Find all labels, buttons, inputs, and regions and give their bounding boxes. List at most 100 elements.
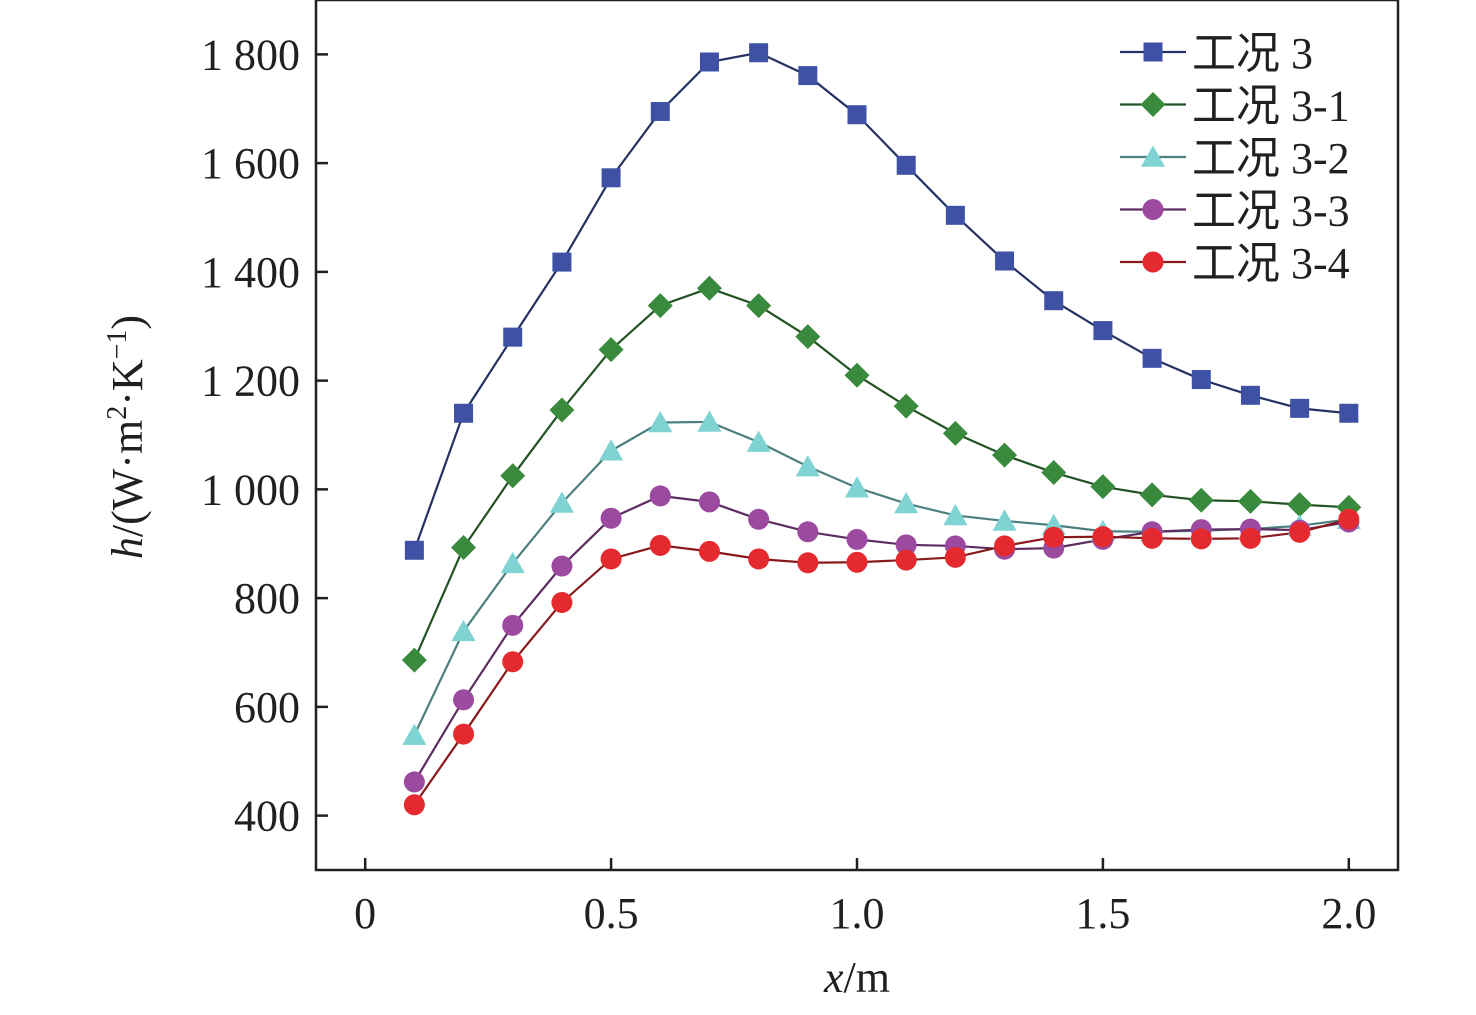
data-point xyxy=(797,552,819,574)
data-point xyxy=(698,540,720,562)
y-axis-unit-mid: ·K xyxy=(103,359,152,406)
data-point xyxy=(500,463,526,489)
data-point xyxy=(1043,526,1065,548)
data-point xyxy=(551,591,573,613)
data-point xyxy=(748,548,770,570)
data-point xyxy=(1290,398,1310,418)
data-point xyxy=(1090,474,1116,500)
legend: 工况 3工况 3-1工况 3-2工况 3-3工况 3-4 xyxy=(1120,29,1350,288)
data-point xyxy=(844,362,870,388)
data-point xyxy=(600,548,622,570)
data-point xyxy=(1237,488,1263,514)
data-point xyxy=(647,293,673,319)
legend-marker xyxy=(1140,92,1166,117)
data-point xyxy=(502,614,524,636)
x-tick-label: 0 xyxy=(354,889,376,938)
data-point xyxy=(648,410,673,433)
series-markers xyxy=(403,485,1360,793)
y-axis-unit-suffix: ) xyxy=(103,315,152,330)
data-point xyxy=(847,105,867,125)
data-point xyxy=(453,723,475,745)
data-point xyxy=(748,508,770,530)
data-point xyxy=(795,324,821,350)
data-point xyxy=(650,101,670,121)
data-point xyxy=(844,476,870,498)
data-point xyxy=(600,507,622,529)
y-tick-label: 1 000 xyxy=(201,465,300,514)
data-point xyxy=(1141,527,1163,549)
x-tick-label: 1.0 xyxy=(830,889,885,938)
data-point xyxy=(992,442,1018,468)
legend-label: 工况 3-1 xyxy=(1192,82,1350,131)
data-point xyxy=(453,689,475,711)
data-point xyxy=(894,492,919,514)
data-point xyxy=(1188,487,1214,513)
data-point xyxy=(1240,385,1260,405)
x-axis-unit: /m xyxy=(844,953,890,1002)
data-point xyxy=(1041,460,1067,486)
data-point xyxy=(1044,291,1064,311)
legend-marker xyxy=(1140,145,1166,167)
x-axis-label: x/m xyxy=(823,953,890,1002)
data-point xyxy=(795,455,820,477)
data-point xyxy=(552,252,572,272)
series-markers xyxy=(404,43,1359,560)
plot-frame xyxy=(314,0,1400,872)
data-point xyxy=(598,337,624,363)
data-point xyxy=(992,509,1017,531)
data-point xyxy=(649,485,671,507)
data-point xyxy=(1239,527,1261,549)
data-point xyxy=(697,410,722,432)
data-point xyxy=(895,549,917,571)
x-tick-label: 2.0 xyxy=(1321,889,1376,938)
data-point xyxy=(942,420,968,446)
legend-marker xyxy=(1143,42,1163,62)
data-point xyxy=(454,403,474,423)
y-axis-unit-sup1: 2 xyxy=(102,406,133,420)
data-point xyxy=(893,393,919,419)
data-point xyxy=(649,534,671,556)
data-point xyxy=(451,535,477,561)
data-point xyxy=(798,66,818,86)
data-point xyxy=(846,528,868,550)
data-point xyxy=(746,293,772,319)
y-axis-unit-prefix: /(W·m xyxy=(103,420,152,537)
y-axis-variable: h xyxy=(103,537,152,559)
data-point xyxy=(1190,528,1212,550)
data-point xyxy=(1287,492,1313,518)
y-tick-label: 1 600 xyxy=(201,139,300,188)
data-point xyxy=(945,205,965,225)
data-point xyxy=(1338,508,1360,530)
data-point xyxy=(551,555,573,577)
data-point xyxy=(1289,521,1311,543)
data-point xyxy=(944,546,966,568)
x-axis-variable: x xyxy=(823,953,844,1002)
data-point xyxy=(895,534,917,556)
data-point xyxy=(846,551,868,573)
data-point xyxy=(549,397,575,423)
legend-marker xyxy=(1142,199,1164,220)
y-tick-label: 1 800 xyxy=(201,30,300,79)
y-axis-unit-sup2: −1 xyxy=(102,330,133,360)
data-point xyxy=(1191,370,1211,390)
x-axis: 0 0.5 1.0 1.5 2.0 xyxy=(354,858,1376,938)
data-point xyxy=(1093,321,1113,341)
series-layer xyxy=(401,43,1362,816)
x-tick-label: 0.5 xyxy=(584,889,639,938)
legend-label: 工况 3-4 xyxy=(1192,239,1350,288)
data-point xyxy=(502,651,524,673)
legend-label: 工况 3 xyxy=(1192,29,1313,78)
data-point xyxy=(1142,348,1162,368)
data-point xyxy=(503,327,523,347)
x-tick-label: 1.5 xyxy=(1075,889,1130,938)
data-point xyxy=(599,439,624,461)
series-line xyxy=(413,420,1349,736)
data-point xyxy=(943,503,968,526)
y-tick-label: 800 xyxy=(234,574,300,623)
data-point xyxy=(746,430,771,452)
series-markers xyxy=(401,275,1362,673)
data-point xyxy=(749,43,769,63)
data-point xyxy=(401,647,427,673)
